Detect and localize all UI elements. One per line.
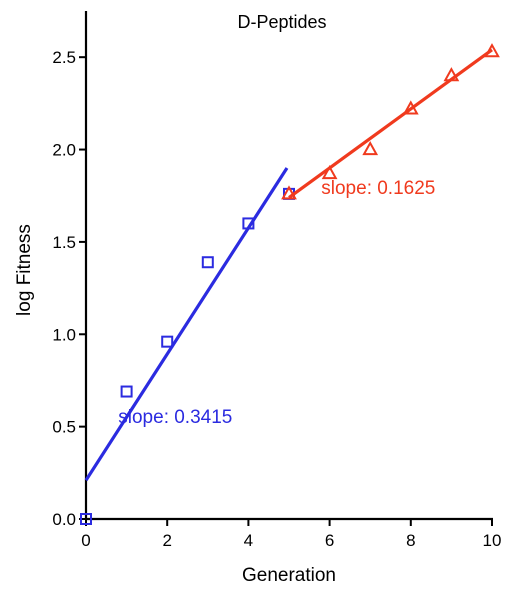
x-tick-label: 8 <box>406 531 415 550</box>
data-point-triangle <box>443 67 460 82</box>
y-tick-label: 0.5 <box>52 418 76 437</box>
x-tick-label: 10 <box>483 531 502 550</box>
fit-line-1 <box>84 167 289 482</box>
fit-line-2 <box>288 48 493 199</box>
annotations: slope: 0.3415 slope: 0.1625 <box>118 178 435 428</box>
y-tick-label: 1.0 <box>52 325 76 344</box>
data-point-square <box>120 385 133 398</box>
data-point-square <box>201 256 214 269</box>
x-tick-label: 4 <box>244 531 253 550</box>
axes: 0 2 4 6 8 10 0.0 0.5 1.0 1.5 2.0 2.5 <box>52 11 501 550</box>
y-tick-label: 2.0 <box>52 141 76 160</box>
y-tick-label: 0.0 <box>52 510 76 529</box>
data-point-triangle <box>321 165 338 180</box>
data-point-triangle <box>402 100 419 115</box>
series-2 <box>281 43 500 200</box>
series-layer <box>80 43 500 525</box>
slope-annotation-2: slope: 0.1625 <box>321 178 435 199</box>
data-point-triangle <box>281 185 297 200</box>
data-point-square <box>161 335 174 348</box>
y-tick-label: 2.5 <box>52 48 76 67</box>
chart-title: D-Peptides <box>237 12 326 32</box>
x-tick-label: 0 <box>81 531 90 550</box>
data-point-triangle <box>484 43 500 58</box>
data-point-triangle <box>362 140 379 156</box>
x-tick-label: 6 <box>325 531 334 550</box>
x-axis-title: Generation <box>242 565 336 586</box>
y-tick-label: 1.5 <box>52 233 76 252</box>
y-axis-title: log Fitness <box>14 224 35 316</box>
x-tick-label: 2 <box>162 531 171 550</box>
series-1 <box>80 167 295 525</box>
data-point-square <box>80 513 92 525</box>
slope-annotation-1: slope: 0.3415 <box>118 407 232 428</box>
data-point-square <box>242 217 255 230</box>
